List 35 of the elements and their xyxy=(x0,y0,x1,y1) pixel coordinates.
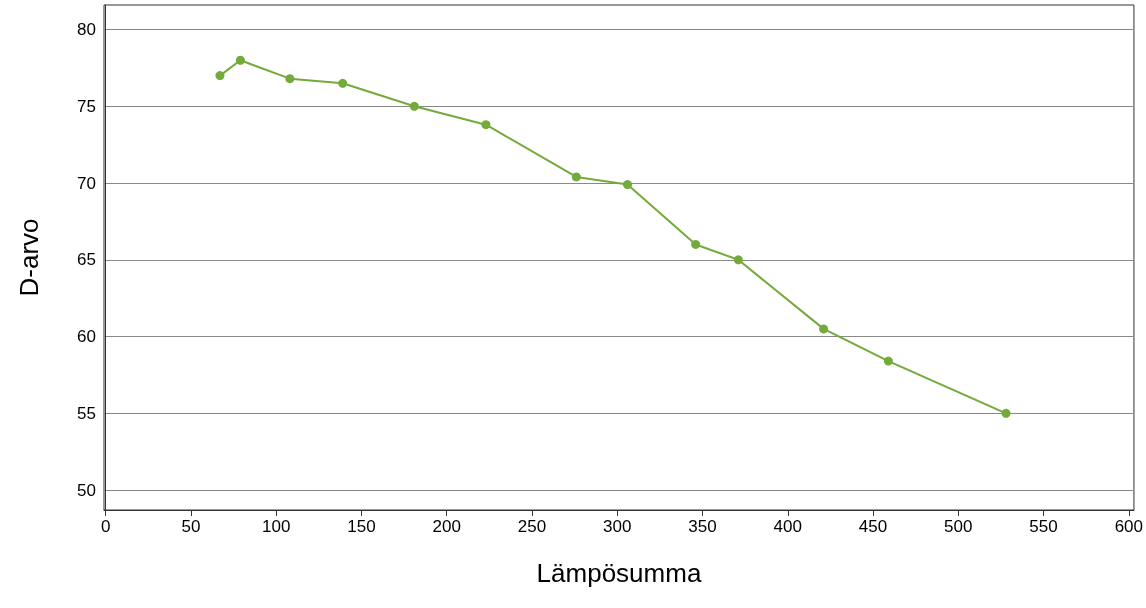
x-tick-label: 350 xyxy=(688,517,717,536)
point xyxy=(623,180,632,190)
x-tick-label: 50 xyxy=(181,517,201,536)
point xyxy=(571,172,581,182)
point xyxy=(285,74,295,84)
y-tick-label: 55 xyxy=(77,403,96,423)
x-tick-label: 250 xyxy=(517,517,547,536)
x-tick-label: 300 xyxy=(603,517,632,536)
x-tick-label: 150 xyxy=(347,517,376,536)
point xyxy=(733,255,743,265)
y-tick-label: 80 xyxy=(77,20,96,40)
y-tick-label: 65 xyxy=(77,250,96,270)
point xyxy=(235,55,245,65)
y-tick-label: 60 xyxy=(77,327,96,347)
y-tick-label: 75 xyxy=(77,96,96,116)
x-tick-label: 200 xyxy=(432,517,461,536)
point xyxy=(481,120,491,130)
point xyxy=(819,324,829,334)
point xyxy=(691,239,701,249)
x-tick-label: 400 xyxy=(773,517,802,536)
x-axis-title: Lämpösumma xyxy=(536,558,702,588)
x-tick-label: 100 xyxy=(262,517,291,536)
y-axis-title: D-arvo xyxy=(14,218,44,297)
x-tick-label: 0 xyxy=(100,517,111,536)
x-tick-label: 550 xyxy=(1029,517,1058,536)
x-tick-label: 500 xyxy=(944,517,973,536)
point xyxy=(883,356,893,366)
x-tick-label: 600 xyxy=(1114,517,1144,536)
point xyxy=(1001,408,1011,418)
point xyxy=(409,101,419,111)
y-tick-label: 70 xyxy=(77,173,96,193)
point xyxy=(215,71,225,81)
y-tick-label: 50 xyxy=(77,480,96,500)
point xyxy=(338,78,348,88)
x-tick-label: 450 xyxy=(858,517,888,536)
